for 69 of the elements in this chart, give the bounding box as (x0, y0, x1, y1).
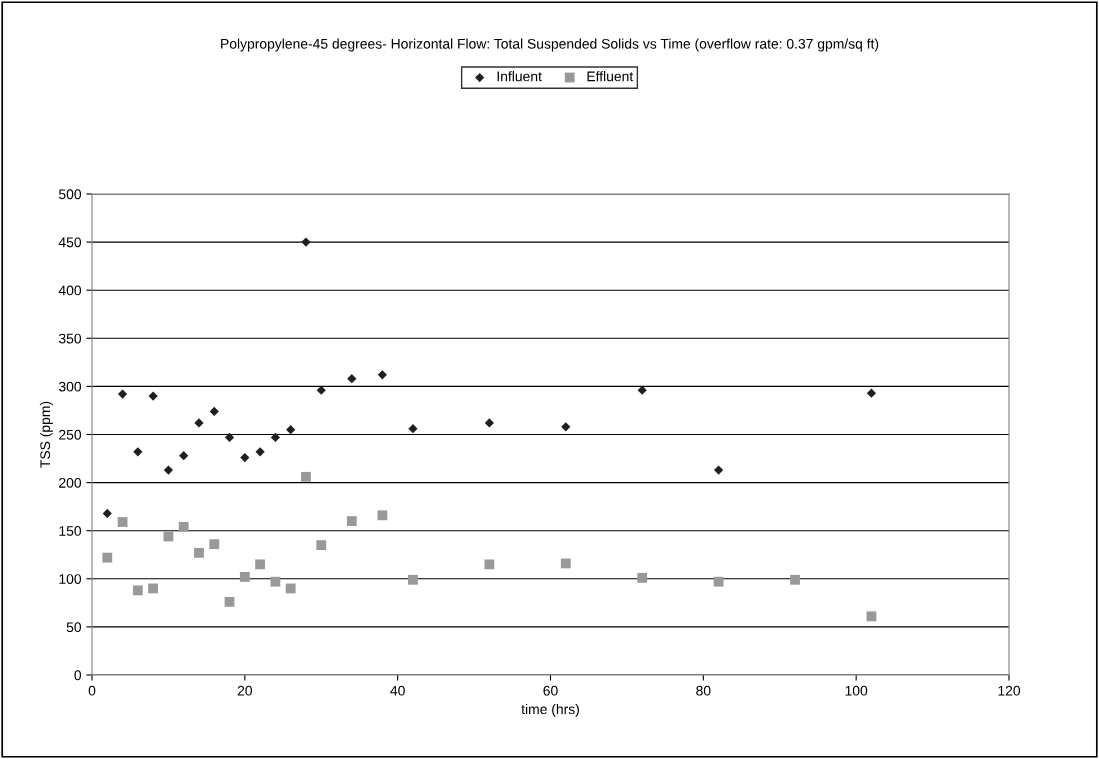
point (316, 385, 326, 395)
x-tick-label: 0 (88, 685, 96, 696)
point (209, 406, 219, 417)
x-tick-label: 20 (237, 685, 253, 696)
point (179, 451, 189, 461)
point (270, 432, 281, 442)
point (866, 388, 877, 398)
point (133, 447, 143, 457)
point (255, 559, 266, 570)
y-tick-label: 400 (58, 285, 82, 296)
point (377, 510, 388, 521)
point (178, 521, 189, 532)
point (637, 385, 647, 395)
point (102, 508, 112, 518)
x-tick-label: 60 (543, 685, 558, 696)
point (316, 540, 327, 551)
point (301, 471, 311, 482)
y-tick-label: 150 (59, 526, 82, 536)
point (194, 418, 204, 428)
x-tick-label: 100 (845, 685, 868, 696)
point (224, 596, 235, 607)
y-tick-label: 0 (74, 670, 82, 681)
point (117, 389, 128, 399)
point (301, 237, 311, 247)
point (561, 422, 571, 432)
y-tick-label: 100 (59, 574, 82, 584)
point (347, 374, 357, 384)
point (240, 452, 250, 463)
point (224, 432, 235, 442)
point (637, 572, 648, 583)
y-tick-label: 50 (66, 622, 82, 633)
y-tick-label: 300 (58, 381, 82, 392)
point (408, 574, 418, 585)
point (270, 576, 281, 587)
x-tick-label: 80 (696, 685, 711, 696)
point (408, 424, 418, 434)
chart-title: Polypropylene-45 degrees- Horizontal Flow: Total Suspended Solids vs Time (overflow rate: 0.37 gpm/sq ft) (221, 38, 879, 52)
y-tick-label: 450 (58, 237, 82, 248)
y-tick-label: 250 (59, 429, 82, 440)
x-axis-title: time (hrs) (521, 703, 579, 717)
point (163, 465, 174, 475)
point (102, 552, 113, 563)
legend-label: Influent (497, 71, 542, 82)
point (377, 370, 387, 380)
x-tick-label: 120 (998, 685, 1021, 696)
x-tick-label: 40 (390, 685, 405, 696)
point (346, 516, 357, 526)
point (132, 585, 143, 596)
point (713, 576, 724, 587)
point (286, 425, 296, 435)
legend-label: Effluent (587, 71, 634, 82)
point (239, 571, 250, 582)
y-tick-label: 200 (59, 477, 82, 488)
point (117, 517, 128, 527)
point (255, 447, 265, 457)
y-tick-label: 500 (58, 189, 82, 200)
point (714, 465, 724, 475)
y-axis-title: TSS (ppm) (39, 401, 53, 468)
y-tick-label: 350 (58, 333, 82, 344)
point (866, 611, 877, 622)
point (148, 391, 158, 401)
point (148, 583, 159, 594)
point (560, 558, 571, 569)
point (194, 547, 204, 558)
point (790, 574, 800, 585)
point (484, 559, 495, 570)
point (209, 539, 220, 550)
point (484, 418, 494, 428)
point (285, 583, 296, 594)
